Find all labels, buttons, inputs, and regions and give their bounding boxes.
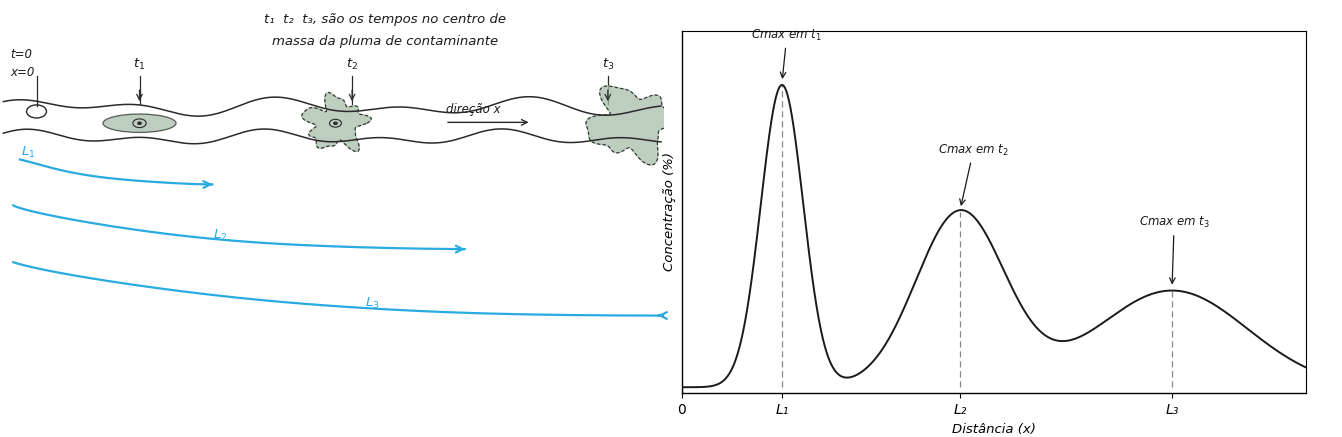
Y-axis label: Concentração (%): Concentração (%)	[663, 153, 676, 271]
Text: direção x: direção x	[447, 103, 501, 116]
Circle shape	[138, 122, 141, 124]
Text: t₁  t₂  t₃, são os tempos no centro de: t₁ t₂ t₃, são os tempos no centro de	[264, 13, 506, 26]
Text: massa da pluma de contaminante: massa da pluma de contaminante	[272, 35, 498, 48]
Text: $Cmax$ $em$ $t_1$: $Cmax$ $em$ $t_1$	[752, 28, 823, 78]
Text: $t_3$: $t_3$	[601, 57, 615, 72]
Ellipse shape	[103, 114, 176, 132]
Text: x=0: x=0	[9, 66, 35, 79]
Text: t=0: t=0	[9, 48, 32, 61]
Circle shape	[334, 122, 337, 124]
Polygon shape	[302, 92, 372, 151]
Text: $t_1$: $t_1$	[133, 57, 145, 72]
Text: $L_1$: $L_1$	[21, 145, 36, 160]
Text: $Cmax$ $em$ $t_3$: $Cmax$ $em$ $t_3$	[1138, 215, 1209, 283]
Text: $t_2$: $t_2$	[346, 57, 358, 72]
Text: $L_3$: $L_3$	[365, 296, 380, 311]
Text: $Cmax$ $em$ $t_2$: $Cmax$ $em$ $t_2$	[938, 142, 1009, 205]
Text: $L_2$: $L_2$	[212, 228, 227, 243]
Polygon shape	[586, 86, 682, 165]
X-axis label: Distância (x): Distância (x)	[951, 423, 1036, 436]
